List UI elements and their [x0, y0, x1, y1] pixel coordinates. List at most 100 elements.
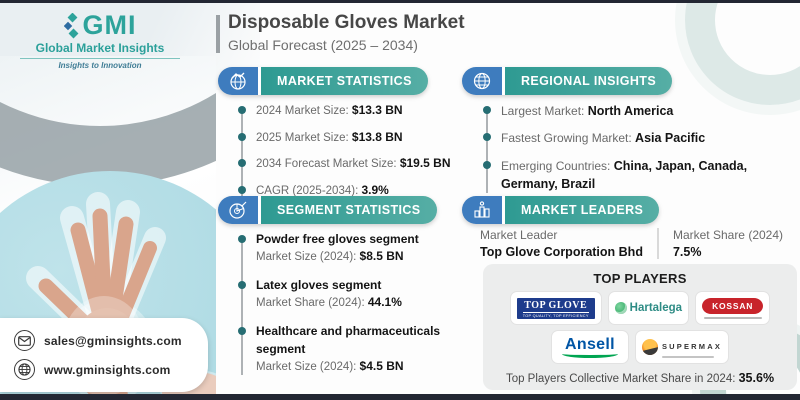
contact-website-row[interactable]: www.gminsights.com	[14, 355, 198, 384]
stat-value: 44.1%	[367, 295, 402, 310]
contact-email-row[interactable]: sales@gminsights.com	[14, 326, 198, 355]
market-statistics-title: MARKET STATISTICS	[261, 67, 428, 95]
list-item: CAGR (2025-2034): 3.9%	[237, 182, 467, 200]
stat-value: $4.5 BN	[359, 358, 404, 373]
market-share-value: 7.5%	[672, 245, 702, 259]
list-item: Fastest Growing Market: Asia Pacific	[482, 129, 782, 147]
player-row-1: TOP GLOVE TOP QUALITY, TOP EFFICIENCY Ha…	[491, 291, 789, 325]
list-item: Largest Market: North America	[482, 102, 782, 120]
list-connector-line	[241, 241, 243, 375]
segment-name: Latex gloves segment	[256, 278, 382, 293]
top-players-footer: Top Players Collective Market Share in 2…	[491, 371, 789, 385]
list-connector-line	[241, 112, 243, 199]
bullet-dot	[483, 106, 491, 114]
globe-grid-icon	[462, 67, 502, 95]
market-leaders-header: MARKET LEADERS	[462, 196, 660, 224]
stat-label: 2025 Market Size:	[256, 131, 352, 144]
supermax-logo: SUPERMAX	[641, 336, 723, 358]
ansell-wordmark: Ansell	[565, 336, 615, 353]
list-item: Emerging Countries: China, Japan, Canada…	[482, 157, 782, 194]
title-divider	[216, 15, 220, 53]
logo-company-name: Global Market Insights	[20, 41, 180, 59]
top-glove-tagline: TOP QUALITY, TOP EFFICIENCY	[522, 313, 589, 318]
stat-label: CAGR (2025-2034):	[256, 185, 362, 198]
contact-card: sales@gminsights.com www.gminsights.com	[0, 318, 208, 392]
contact-website: www.gminsights.com	[44, 362, 171, 377]
hartalega-globe-icon	[614, 302, 627, 314]
hartalega-logo: Hartalega	[614, 302, 682, 314]
market-statistics-list: 2024 Market Size: $13.3 BN 2025 Market S…	[237, 102, 467, 209]
stat-label: Largest Market:	[501, 104, 588, 118]
ansell-logo-card: Ansell	[550, 330, 629, 364]
title-block: Disposable Gloves Market Global Forecast…	[228, 12, 465, 53]
bullet-dot	[238, 281, 246, 290]
list-item: Powder free gloves segment Market Size (…	[237, 231, 465, 266]
bullet-dot	[238, 132, 246, 141]
ansell-swoosh	[561, 353, 618, 358]
list-item: Latex gloves segment Market Share (2024)…	[237, 277, 465, 312]
regional-insights-header: REGIONAL INSIGHTS	[462, 67, 673, 95]
stat-value: $13.3 BN	[351, 103, 403, 117]
top-glove-logo-card: TOP GLOVE TOP QUALITY, TOP EFFICIENCY	[509, 291, 602, 325]
pill-gap	[258, 196, 261, 224]
stat-value: $8.5 BN	[359, 249, 404, 264]
player-row-2: Ansell SUPERMAX	[491, 330, 789, 364]
top-glove-wordmark: TOP GLOVE	[522, 299, 589, 313]
bullet-dot	[238, 106, 246, 114]
list-connector-line	[486, 112, 488, 193]
pill-gap	[502, 67, 505, 95]
supermax-wordmark: SUPERMAX	[661, 342, 723, 351]
pie-chart-icon	[218, 196, 258, 224]
market-share-col: Market Share (2024) 7.5%	[656, 228, 797, 259]
list-item: 2024 Market Size: $13.3 BN	[237, 102, 467, 120]
segment-name: Healthcare and pharmaceuticals segment	[256, 324, 441, 356]
market-leader-name: Top Glove Corporation Bhd	[480, 245, 643, 259]
leader-podium-icon	[462, 196, 502, 224]
stat-value: China, Japan, Canada, Germany, Brazil	[501, 158, 748, 192]
supermax-logo-card: SUPERMAX	[634, 330, 730, 364]
market-leaders-title: MARKET LEADERS	[505, 196, 660, 224]
list-item: 2034 Forecast Market Size: $19.5 BN	[237, 155, 467, 173]
segment-name: Powder free gloves segment	[256, 232, 419, 246]
pill-gap	[502, 196, 505, 224]
bottom-edge-bar	[0, 394, 800, 400]
stat-value: North America	[587, 104, 674, 118]
globe-chart-icon	[218, 67, 258, 95]
stat-value: $19.5 BN	[399, 156, 451, 171]
regional-insights-title: REGIONAL INSIGHTS	[505, 67, 673, 95]
stat-label: Emerging Countries:	[501, 158, 614, 173]
gmi-wordmark: GMI	[83, 10, 137, 41]
globe-icon	[14, 359, 35, 380]
bullet-dot	[483, 133, 491, 142]
contact-email: sales@gminsights.com	[44, 333, 182, 348]
footer-value: 35.6%	[738, 371, 775, 385]
email-icon	[14, 330, 35, 351]
top-edge-bar	[0, 0, 800, 3]
hartalega-logo-card: Hartalega	[607, 291, 690, 325]
ansell-logo: Ansell	[561, 336, 618, 358]
market-leader-label: Market Leader	[480, 228, 558, 242]
logo-tagline: Insights to Innovation	[58, 61, 142, 70]
page-title: Disposable Gloves Market	[228, 12, 465, 33]
gmi-letters: GMI	[82, 10, 137, 40]
gmi-diamonds-icon	[63, 12, 78, 38]
market-leader-block: Market Leader Top Glove Corporation Bhd …	[480, 228, 797, 259]
market-share-label: Market Share (2024)	[672, 228, 784, 242]
segment-statistics-title: SEGMENT STATISTICS	[261, 196, 437, 224]
bullet-dot	[238, 159, 246, 168]
stat-label: Market Size (2024):	[256, 251, 360, 264]
bullet-dot	[238, 186, 246, 195]
stat-value: $13.8 BN	[351, 129, 403, 144]
stat-label: Market Share (2024):	[256, 297, 368, 310]
segment-statistics-header: SEGMENT STATISTICS	[218, 196, 437, 224]
bullet-dot	[238, 327, 246, 336]
page-subtitle: Global Forecast (2025 – 2034)	[228, 37, 418, 53]
segment-statistics-list: Powder free gloves segment Market Size (…	[237, 231, 465, 385]
supermax-sun-icon	[641, 339, 658, 355]
kossan-logo: KOSSAN	[702, 297, 764, 319]
stat-label: Market Size (2024):	[256, 360, 360, 373]
kossan-wordmark: KOSSAN	[702, 297, 764, 314]
market-statistics-header: MARKET STATISTICS	[218, 67, 428, 95]
kossan-logo-card: KOSSAN	[695, 291, 771, 325]
decorative-ring-top	[685, 0, 800, 105]
